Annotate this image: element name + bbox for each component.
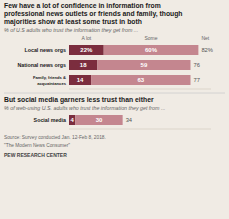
category-label-line: Family, friends & bbox=[33, 75, 66, 80]
data-label: 30 bbox=[96, 117, 103, 123]
credit: PEW RESEARCH CENTER bbox=[4, 152, 67, 158]
category-label-line: acquaintances bbox=[37, 81, 66, 86]
column-header: Some bbox=[145, 35, 158, 41]
total-label: 77 bbox=[193, 77, 199, 83]
category-label-line: Social media bbox=[34, 117, 66, 123]
plot-area bbox=[69, 115, 123, 125]
subtitle: % of U.S adults who trust the informatio… bbox=[4, 27, 138, 33]
category-label-line: Local news orgs bbox=[24, 47, 66, 53]
bar-segment bbox=[69, 45, 104, 55]
category-label: Family, friends &acquaintances bbox=[33, 75, 67, 86]
title: professional news outlets or friends and… bbox=[4, 10, 183, 18]
total-label: 82% bbox=[201, 47, 213, 53]
data-label: 18 bbox=[80, 62, 87, 68]
category-label: National news orgs bbox=[17, 62, 66, 68]
bar-segment bbox=[69, 60, 97, 70]
category-label: Social media bbox=[34, 117, 66, 123]
data-label: 60% bbox=[145, 47, 158, 53]
background bbox=[0, 0, 229, 219]
data-label: 59 bbox=[141, 62, 148, 68]
bar-segment bbox=[75, 115, 122, 125]
data-label: 14 bbox=[77, 77, 84, 83]
divider bbox=[4, 93, 225, 94]
bar-segment bbox=[69, 115, 75, 125]
category-label-line: National news orgs bbox=[17, 62, 66, 68]
axis-line bbox=[69, 89, 211, 90]
title: But social media garners less trust than… bbox=[4, 96, 154, 104]
title: Few have a lot of confidence in informat… bbox=[4, 2, 161, 9]
chart-canvas: Few have a lot of confidence in informat… bbox=[0, 0, 229, 219]
plot-area bbox=[69, 45, 198, 85]
column-header: Net bbox=[201, 35, 209, 41]
total-label: 34 bbox=[126, 117, 133, 123]
total-label: 76 bbox=[193, 62, 199, 68]
axis-line bbox=[69, 129, 211, 130]
bar-segment bbox=[69, 75, 91, 85]
category-label: Local news orgs bbox=[24, 47, 66, 53]
data-label: 4 bbox=[70, 117, 74, 123]
title: majorities show at least some trust in b… bbox=[4, 18, 142, 26]
data-label: 22% bbox=[80, 47, 93, 53]
column-header: A lot bbox=[81, 35, 91, 41]
subtitle: % of web-using U.S. adults who trust the… bbox=[4, 105, 165, 111]
bar-segment bbox=[104, 45, 199, 55]
bar-segment bbox=[91, 75, 190, 85]
data-label: 63 bbox=[137, 77, 144, 83]
source: Source: Survey conducted Jan. 12-Feb 8, … bbox=[4, 135, 106, 140]
source: "The Modern News Consumer" bbox=[4, 143, 70, 148]
bar-segment bbox=[97, 60, 190, 70]
